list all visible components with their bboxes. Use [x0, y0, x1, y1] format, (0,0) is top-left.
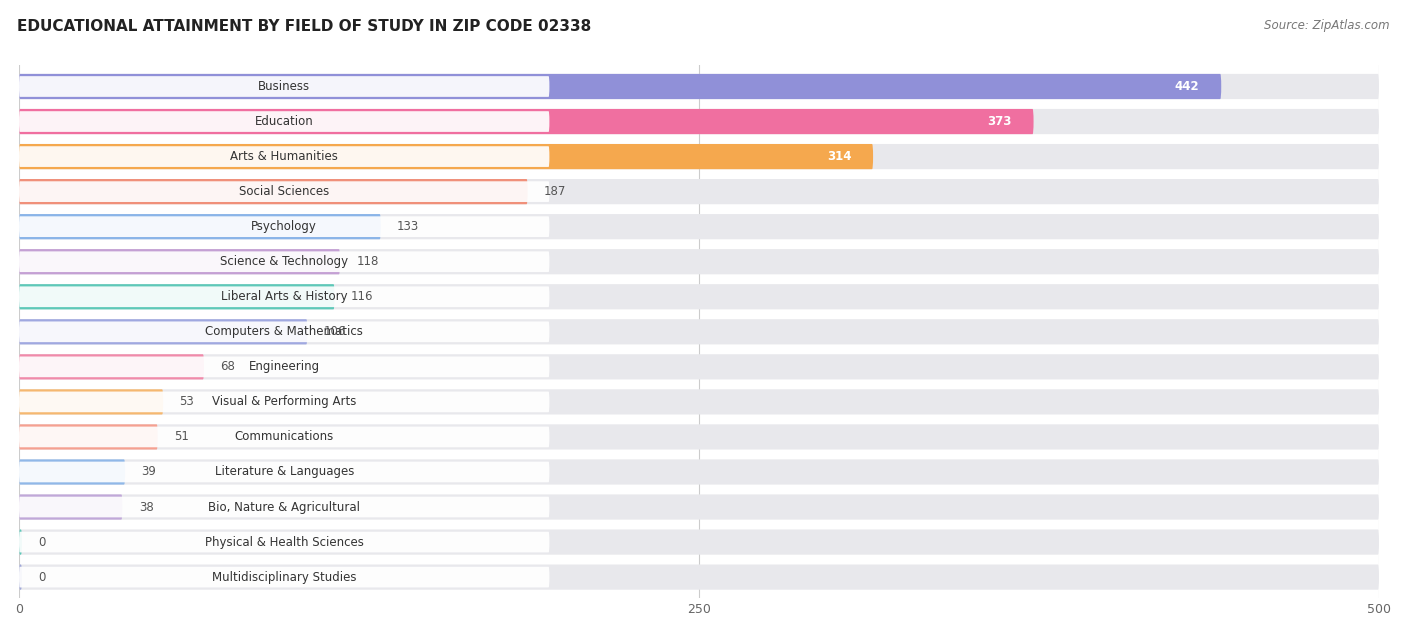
Text: 133: 133 [396, 220, 419, 233]
Text: Social Sciences: Social Sciences [239, 185, 329, 198]
FancyBboxPatch shape [20, 565, 22, 590]
FancyBboxPatch shape [20, 74, 1379, 99]
FancyBboxPatch shape [20, 249, 1379, 274]
Text: Physical & Health Sciences: Physical & Health Sciences [205, 536, 364, 548]
Text: Engineering: Engineering [249, 360, 319, 374]
FancyBboxPatch shape [20, 424, 1379, 449]
FancyBboxPatch shape [20, 179, 527, 204]
Text: 116: 116 [352, 290, 374, 304]
FancyBboxPatch shape [20, 357, 550, 377]
FancyBboxPatch shape [20, 392, 550, 412]
FancyBboxPatch shape [20, 389, 1379, 415]
FancyBboxPatch shape [20, 462, 550, 482]
FancyBboxPatch shape [20, 495, 1379, 520]
Text: 442: 442 [1175, 80, 1199, 93]
FancyBboxPatch shape [20, 389, 163, 415]
Text: 53: 53 [180, 396, 194, 408]
FancyBboxPatch shape [20, 111, 550, 132]
Text: 51: 51 [174, 430, 188, 444]
FancyBboxPatch shape [20, 284, 1379, 309]
FancyBboxPatch shape [20, 567, 550, 587]
FancyBboxPatch shape [20, 109, 1033, 134]
Text: Communications: Communications [235, 430, 333, 444]
FancyBboxPatch shape [20, 321, 550, 342]
FancyBboxPatch shape [20, 354, 1379, 379]
Text: Multidisciplinary Studies: Multidisciplinary Studies [212, 570, 357, 584]
Text: 187: 187 [544, 185, 567, 198]
FancyBboxPatch shape [20, 532, 550, 552]
Text: Computers & Mathematics: Computers & Mathematics [205, 326, 363, 338]
FancyBboxPatch shape [20, 109, 1379, 134]
Text: Science & Technology: Science & Technology [221, 255, 349, 268]
Text: 0: 0 [38, 570, 45, 584]
FancyBboxPatch shape [20, 565, 1379, 590]
FancyBboxPatch shape [20, 76, 550, 97]
Text: Visual & Performing Arts: Visual & Performing Arts [212, 396, 356, 408]
FancyBboxPatch shape [20, 179, 1379, 204]
FancyBboxPatch shape [20, 214, 1379, 239]
Text: Source: ZipAtlas.com: Source: ZipAtlas.com [1264, 19, 1389, 32]
FancyBboxPatch shape [20, 529, 22, 555]
FancyBboxPatch shape [20, 146, 550, 167]
Text: 314: 314 [827, 150, 851, 163]
Text: 39: 39 [142, 466, 156, 478]
FancyBboxPatch shape [20, 424, 157, 449]
FancyBboxPatch shape [20, 495, 122, 520]
FancyBboxPatch shape [20, 319, 308, 345]
FancyBboxPatch shape [20, 144, 1379, 169]
Text: Education: Education [254, 115, 314, 128]
FancyBboxPatch shape [20, 251, 550, 272]
FancyBboxPatch shape [20, 427, 550, 447]
Text: Literature & Languages: Literature & Languages [215, 466, 354, 478]
Text: 68: 68 [221, 360, 235, 374]
FancyBboxPatch shape [20, 216, 550, 237]
Text: 38: 38 [139, 500, 153, 514]
FancyBboxPatch shape [20, 74, 1222, 99]
FancyBboxPatch shape [20, 214, 381, 239]
FancyBboxPatch shape [20, 144, 873, 169]
Text: Business: Business [259, 80, 311, 93]
FancyBboxPatch shape [20, 459, 125, 485]
Text: 118: 118 [356, 255, 378, 268]
FancyBboxPatch shape [20, 354, 204, 379]
Text: 0: 0 [38, 536, 45, 548]
Text: Bio, Nature & Agricultural: Bio, Nature & Agricultural [208, 500, 360, 514]
Text: Liberal Arts & History: Liberal Arts & History [221, 290, 347, 304]
FancyBboxPatch shape [20, 529, 1379, 555]
Text: Arts & Humanities: Arts & Humanities [231, 150, 337, 163]
FancyBboxPatch shape [20, 249, 340, 274]
FancyBboxPatch shape [20, 286, 550, 307]
FancyBboxPatch shape [20, 284, 335, 309]
Text: 106: 106 [323, 326, 346, 338]
FancyBboxPatch shape [20, 319, 1379, 345]
FancyBboxPatch shape [20, 181, 550, 202]
Text: 373: 373 [987, 115, 1012, 128]
FancyBboxPatch shape [20, 459, 1379, 485]
Text: EDUCATIONAL ATTAINMENT BY FIELD OF STUDY IN ZIP CODE 02338: EDUCATIONAL ATTAINMENT BY FIELD OF STUDY… [17, 19, 591, 34]
FancyBboxPatch shape [20, 497, 550, 517]
Text: Psychology: Psychology [252, 220, 318, 233]
